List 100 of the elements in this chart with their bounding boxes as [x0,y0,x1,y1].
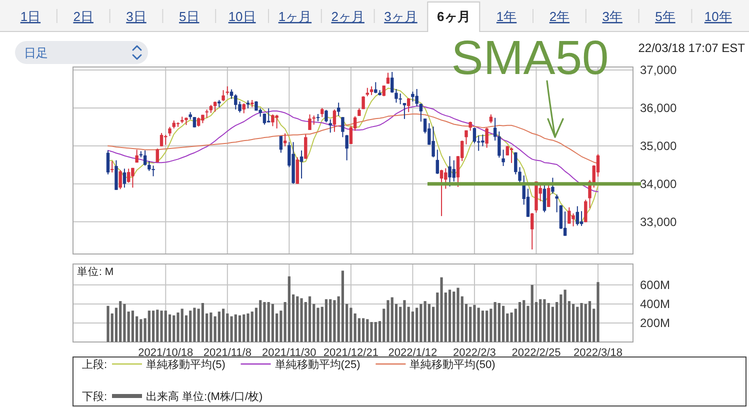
candlestick [110,160,114,173]
bar [518,302,522,342]
bar [350,308,352,342]
category-label: 1ヶ月 [278,9,312,24]
bar [366,319,369,342]
bar [164,310,167,342]
bar [218,312,220,342]
candlestick [551,177,554,194]
candlestick [118,170,122,190]
candlestick [156,148,160,163]
candlestick [275,114,278,129]
bar [324,299,328,342]
bar [481,310,484,342]
bar [156,310,159,342]
bar [201,303,204,342]
bar [271,304,274,342]
x-tick-label: 2022/3/18 [574,347,622,359]
candlestick [213,101,217,112]
candlestick [448,156,452,187]
candlestick [131,167,134,188]
category-label: 2年 [549,9,570,24]
x-tick-label: 2021/12/21 [323,347,378,359]
bar [152,310,155,342]
bar [370,322,373,342]
bar [123,304,126,342]
text: 22/03/18 17:07 EST [638,41,746,55]
candlestick [106,150,110,175]
candlestick [452,160,456,182]
category-label: 3ヶ月 [384,9,418,24]
bar [234,314,237,342]
bar [420,304,422,342]
bar [210,312,212,342]
bar [296,296,299,342]
bar [560,294,562,342]
candlestick [481,134,484,147]
bar [176,312,180,342]
candlestick [576,206,580,226]
bar [490,308,492,342]
candlestick [234,94,238,110]
bar [428,304,430,342]
bar [140,319,142,342]
bar [596,282,600,342]
candlestick [122,168,126,188]
bar [189,310,192,342]
candlestick [304,134,308,160]
bar [486,310,488,342]
bar [456,288,460,342]
x-tick-label: 2022/2/3 [453,347,496,359]
bar [180,308,184,342]
y-tick-label: 37,000 [640,63,678,78]
candlestick [242,102,246,114]
candlestick [568,206,571,224]
candlestick [205,108,208,118]
bar [469,306,472,342]
bar [230,316,233,342]
category-label: 10年 [704,9,732,24]
legend-label: 単純移動平均(25) [274,359,360,371]
bar [498,303,500,342]
candlestick [262,113,266,126]
candlestick [114,160,118,190]
bar [172,315,176,342]
bar [329,299,332,342]
bar [564,290,566,342]
bar [288,276,290,342]
candlestick [394,88,398,104]
bar [246,313,250,342]
candlestick [266,108,270,123]
candlestick [526,188,530,218]
bar [316,308,320,342]
bar [522,300,526,342]
bar [300,298,303,342]
x-tick-label: 2021/11/30 [262,347,316,359]
bar [539,299,542,342]
bar [424,301,426,342]
bar [510,312,513,342]
legend-label: 出来高 単位:(M株/口/枚) [146,390,263,403]
candlestick [464,130,468,145]
bar [572,304,575,342]
candlestick [411,91,414,102]
candlestick [402,102,406,120]
candlestick [436,149,440,174]
bar [390,297,394,342]
candlestick [415,88,418,107]
bar [494,302,496,342]
category-label: 10日 [228,9,256,24]
dropdown: 日足 [15,41,148,64]
candlestick [432,126,435,158]
bar [341,270,344,342]
candlestick [222,90,225,102]
candlestick [444,168,448,190]
bar [119,301,122,342]
candlestick [135,149,138,164]
legend-label: 単純移動平均(5) [146,359,226,371]
candlestick [398,93,402,105]
category-label: 2日 [73,9,94,24]
candlestick [160,132,164,147]
bar [448,290,452,342]
candlestick [328,118,332,134]
category-label: 1日 [20,9,41,24]
x-tick-label: 2022/1/12 [388,347,438,359]
